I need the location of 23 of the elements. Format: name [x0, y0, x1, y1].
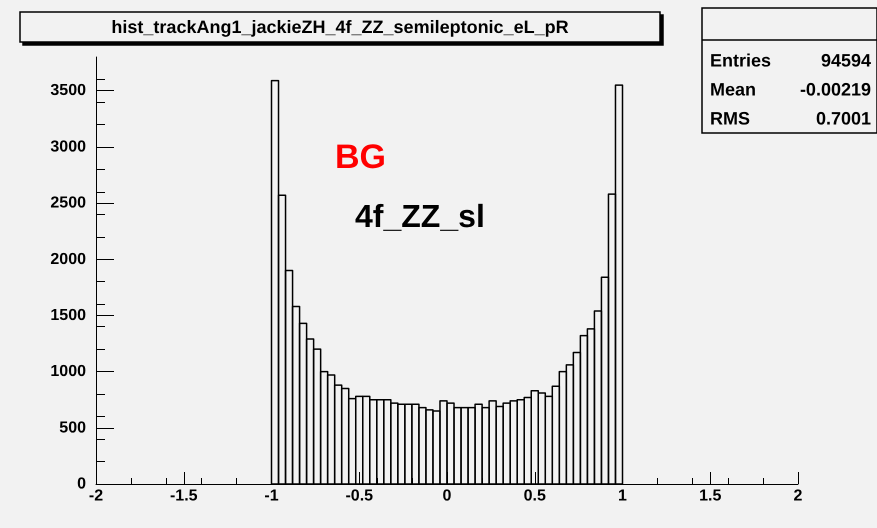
x-tick-label: 2 [794, 488, 803, 504]
y-tick-label: 1500 [50, 306, 86, 324]
x-tick-label: -1 [264, 488, 279, 504]
x-tick-label: -1.5 [170, 488, 198, 504]
x-tick-label: 1 [618, 488, 628, 504]
x-tick-label: 0.5 [524, 488, 546, 504]
annotation: 4f_ZZ_sl [355, 198, 485, 234]
x-tick-label: -0.5 [345, 488, 374, 504]
y-tick-label: 2000 [50, 250, 86, 268]
y-tick-label: 500 [59, 419, 86, 436]
x-tick-label: 0 [442, 488, 452, 504]
y-tick-label: 2500 [50, 194, 86, 212]
text: Mean -0.00219 [710, 80, 871, 100]
chart-title: hist_trackAng1_jackieZH_4f_ZZ_semileptonic_eL_pR [111, 17, 569, 37]
text: Entries 94594 [710, 50, 871, 70]
y-tick-label: 1000 [50, 363, 86, 380]
x-tick-label: 1.5 [699, 488, 722, 504]
annotation: BG [335, 138, 386, 176]
y-tick-label: 3000 [50, 138, 86, 156]
y-tick-label: 3500 [50, 82, 86, 100]
y-tick-label: 0 [77, 476, 86, 492]
text: RMS 0.7001 [710, 108, 871, 128]
x-tick-label: -2 [88, 488, 104, 504]
